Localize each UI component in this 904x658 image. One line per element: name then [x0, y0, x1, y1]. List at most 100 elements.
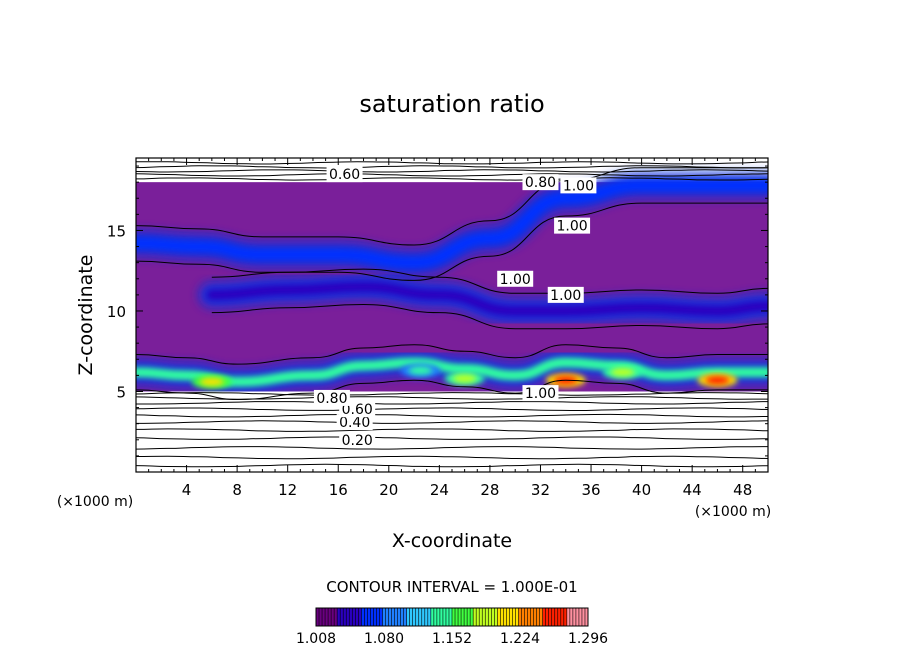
colorbar-swatch [364, 608, 368, 626]
colorbar-swatch [548, 608, 553, 626]
colorbar-swatch [424, 608, 429, 626]
colorbar-swatch [322, 608, 326, 626]
colorbar-swatch [572, 608, 577, 626]
contour-outline-lower-0 [135, 202, 768, 281]
x-tick-label: 32 [531, 481, 550, 499]
colorbar-swatch [442, 608, 447, 626]
contour-line-high-0 [135, 177, 769, 181]
colorbar-swatch [334, 608, 338, 626]
colorbar-swatch [337, 608, 341, 626]
colorbar-swatch [584, 608, 589, 626]
contour-label-bg [554, 217, 591, 234]
colorbar-swatch [461, 608, 465, 626]
contour-line-low-6 [135, 413, 769, 418]
contour-label: 1.00 [500, 272, 531, 288]
middle-band [206, 281, 768, 317]
colorbar-swatch [476, 608, 480, 626]
colorbar-swatch [500, 608, 504, 626]
colorbar-swatch [403, 608, 407, 626]
colorbar-swatch [358, 608, 362, 626]
colorbar-swatch [560, 608, 565, 626]
contour-label-bg [522, 174, 559, 191]
colorbar-swatch [379, 608, 383, 626]
contour-line-low-2 [135, 446, 769, 450]
colorbar-swatch [385, 608, 389, 626]
contour-outline-upper-1 [211, 268, 769, 294]
plot-area [136, 172, 768, 395]
colorbar-swatch [316, 608, 320, 626]
y-tick-label: 10 [107, 303, 126, 321]
colorbar-swatch [355, 608, 359, 626]
contour-label: 0.40 [339, 415, 370, 431]
colorbar-swatch [539, 608, 543, 626]
colorbar-swatch [340, 608, 344, 626]
contour-label-bg [497, 270, 534, 287]
colorbar-tick-label: 1.008 [296, 631, 336, 647]
colorbar-swatch [569, 608, 574, 626]
contour-label-bg [313, 389, 350, 406]
colorbar-swatch [430, 608, 435, 626]
colorbar-tick-label: 1.152 [432, 631, 472, 647]
colorbar-swatch [458, 608, 462, 626]
colorbar-swatch [388, 608, 392, 626]
contour-label: 0.80 [316, 391, 347, 407]
colorbar-swatch [346, 608, 350, 626]
colorbar-swatch [542, 608, 546, 626]
contour-line-high-2 [135, 169, 769, 173]
colorbar-swatch [373, 608, 377, 626]
contour-line-high-3 [135, 165, 769, 169]
colorbar-swatch [581, 608, 586, 626]
colorbar-swatch [376, 608, 380, 626]
contour-label: 0.80 [525, 175, 556, 191]
contour-line-low-3 [135, 436, 769, 440]
colorbar-frame [315, 607, 589, 627]
colorbar-swatch [554, 608, 559, 626]
contour-line-high-1 [135, 173, 769, 177]
colorbar-swatch [439, 608, 444, 626]
colorbar-swatch [382, 608, 386, 626]
colorbar-swatch [536, 608, 540, 626]
colorbar-swatch [406, 608, 410, 626]
contour-lines [135, 161, 769, 468]
lower-band [136, 357, 768, 387]
colorbar-swatch [506, 608, 510, 626]
x-tick-label: 24 [430, 481, 449, 499]
colorbar-swatch [394, 608, 398, 626]
x-tick-label: 28 [480, 481, 499, 499]
colorbar-swatch [527, 608, 531, 626]
x-unit-right: (×1000 m) [695, 504, 771, 520]
colorbar-swatch [464, 608, 468, 626]
contour-line-low-7 [135, 407, 769, 412]
contour-label: 1.00 [550, 288, 581, 304]
colorbar-swatch [352, 608, 356, 626]
colorbar-swatch [319, 608, 323, 626]
colorbar-tick-label: 1.224 [500, 631, 540, 647]
colorbar-swatch [361, 608, 365, 626]
colorbar: 1.008 1.080 1.152 1.224 1.296 [296, 607, 608, 647]
contour-label: 0.60 [329, 167, 360, 183]
colorbar-swatch [518, 608, 522, 626]
colorbar-swatch [578, 608, 583, 626]
colorbar-swatch [503, 608, 507, 626]
contour-interval-text: CONTOUR INTERVAL = 1.000E-01 [326, 578, 577, 596]
colorbar-swatch [409, 608, 414, 626]
y-axis-label: Z-coordinate [75, 255, 97, 376]
colorbar-swatch [467, 608, 471, 626]
colorbar-swatch [349, 608, 353, 626]
colorbar-swatch [400, 608, 404, 626]
hotspot-1 [408, 366, 433, 375]
colorbar-swatch [473, 608, 477, 626]
contour-outline-upper-0 [135, 167, 768, 246]
colorbar-swatch [470, 608, 474, 626]
colorbar-swatch [521, 608, 525, 626]
hotspot-4 [610, 368, 635, 377]
x-tick-label: 48 [733, 481, 752, 499]
colorbar-swatch [494, 608, 498, 626]
colorbar-swatch [343, 608, 347, 626]
colorbar-swatch [509, 608, 513, 626]
contour-label: 1.00 [563, 178, 594, 194]
colorbar-swatch [485, 608, 489, 626]
colorbar-swatch [412, 608, 417, 626]
contour-line-low-5 [135, 420, 769, 424]
